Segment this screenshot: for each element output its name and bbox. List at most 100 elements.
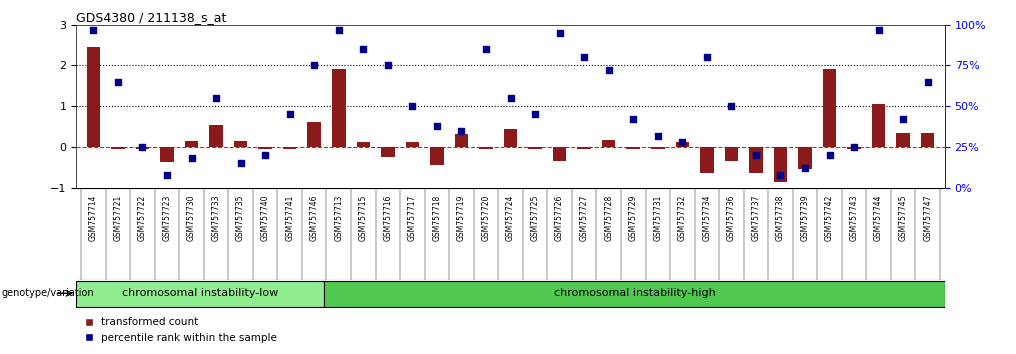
Text: GSM757726: GSM757726 xyxy=(555,195,564,241)
Bar xyxy=(651,147,664,149)
Text: GSM757735: GSM757735 xyxy=(236,195,245,241)
Bar xyxy=(258,147,272,149)
Point xyxy=(330,27,346,33)
Text: GSM757747: GSM757747 xyxy=(924,195,933,241)
Text: GSM757729: GSM757729 xyxy=(629,195,638,241)
Text: GSM757732: GSM757732 xyxy=(678,195,687,241)
Point xyxy=(600,68,617,73)
Text: GSM757713: GSM757713 xyxy=(334,195,343,241)
Bar xyxy=(480,147,493,149)
Bar xyxy=(86,47,101,147)
Point xyxy=(257,152,273,158)
Bar xyxy=(381,147,394,157)
Point xyxy=(356,46,372,52)
Bar xyxy=(332,69,345,147)
Bar xyxy=(577,147,591,149)
Text: GSM757742: GSM757742 xyxy=(825,195,834,241)
Bar xyxy=(234,141,247,147)
Text: GSM757738: GSM757738 xyxy=(776,195,785,241)
Text: GSM757721: GSM757721 xyxy=(114,195,122,241)
FancyBboxPatch shape xyxy=(76,281,324,307)
Text: GSM757739: GSM757739 xyxy=(801,195,810,241)
Text: GDS4380 / 211138_s_at: GDS4380 / 211138_s_at xyxy=(76,11,227,24)
Point xyxy=(306,63,322,68)
Point xyxy=(675,139,691,145)
Point xyxy=(625,116,641,122)
Point xyxy=(895,116,911,122)
Bar xyxy=(676,142,689,147)
Bar xyxy=(799,147,812,169)
Point xyxy=(576,55,592,60)
Point xyxy=(821,152,837,158)
Text: GSM757734: GSM757734 xyxy=(702,195,711,241)
Bar xyxy=(161,147,174,162)
Text: GSM757720: GSM757720 xyxy=(482,195,491,241)
Point xyxy=(649,133,665,138)
Bar xyxy=(774,147,787,182)
Point xyxy=(502,95,518,101)
Text: GSM757743: GSM757743 xyxy=(849,195,859,241)
Bar xyxy=(749,147,763,173)
Bar xyxy=(455,134,468,147)
Bar xyxy=(896,133,910,147)
Bar xyxy=(601,139,616,147)
Bar xyxy=(357,142,370,147)
Text: GSM757740: GSM757740 xyxy=(261,195,269,241)
Text: GSM757719: GSM757719 xyxy=(457,195,466,241)
Point xyxy=(134,144,150,150)
Bar xyxy=(185,141,198,147)
Text: GSM757737: GSM757737 xyxy=(752,195,760,241)
Point xyxy=(846,144,863,150)
Point xyxy=(380,63,396,68)
Point xyxy=(85,27,102,33)
Bar xyxy=(405,142,420,147)
Text: GSM757736: GSM757736 xyxy=(726,195,736,241)
Point xyxy=(699,55,715,60)
Bar xyxy=(504,129,517,147)
FancyBboxPatch shape xyxy=(324,281,945,307)
Point xyxy=(184,155,200,161)
Bar xyxy=(111,147,125,149)
Text: GSM757730: GSM757730 xyxy=(187,195,196,241)
Bar xyxy=(430,147,444,165)
Point xyxy=(797,165,813,171)
Bar xyxy=(282,147,297,149)
Point xyxy=(453,128,469,133)
Text: GSM757714: GSM757714 xyxy=(88,195,98,241)
Text: GSM757723: GSM757723 xyxy=(163,195,172,241)
Bar xyxy=(209,125,223,147)
Text: GSM757718: GSM757718 xyxy=(433,195,441,241)
Text: GSM757733: GSM757733 xyxy=(211,195,220,241)
Point xyxy=(748,152,764,158)
Point xyxy=(527,112,544,117)
Text: GSM757731: GSM757731 xyxy=(653,195,662,241)
Bar xyxy=(700,147,713,173)
Bar xyxy=(920,133,935,147)
Text: GSM757728: GSM757728 xyxy=(605,195,614,241)
Bar xyxy=(627,147,640,149)
Bar xyxy=(308,122,321,147)
Bar xyxy=(553,147,566,161)
Point xyxy=(871,27,887,33)
Point xyxy=(552,30,568,36)
Point xyxy=(110,79,126,85)
Text: chromosomal instability-high: chromosomal instability-high xyxy=(554,288,715,298)
Text: GSM757716: GSM757716 xyxy=(383,195,392,241)
Legend: transformed count, percentile rank within the sample: transformed count, percentile rank withi… xyxy=(81,313,281,347)
Point xyxy=(772,172,788,177)
Text: GSM757727: GSM757727 xyxy=(580,195,588,241)
Bar xyxy=(872,104,885,147)
Text: chromosomal instability-low: chromosomal instability-low xyxy=(122,288,278,298)
Point xyxy=(233,160,249,166)
Text: genotype/variation: genotype/variation xyxy=(2,288,94,298)
Point xyxy=(281,112,298,117)
Point xyxy=(208,95,225,101)
Bar xyxy=(136,147,149,149)
Point xyxy=(723,103,740,109)
Point xyxy=(478,46,494,52)
Text: GSM757744: GSM757744 xyxy=(874,195,883,241)
Point xyxy=(158,172,175,177)
Bar xyxy=(724,147,739,161)
Text: GSM757746: GSM757746 xyxy=(310,195,319,241)
Text: GSM757715: GSM757715 xyxy=(359,195,368,241)
